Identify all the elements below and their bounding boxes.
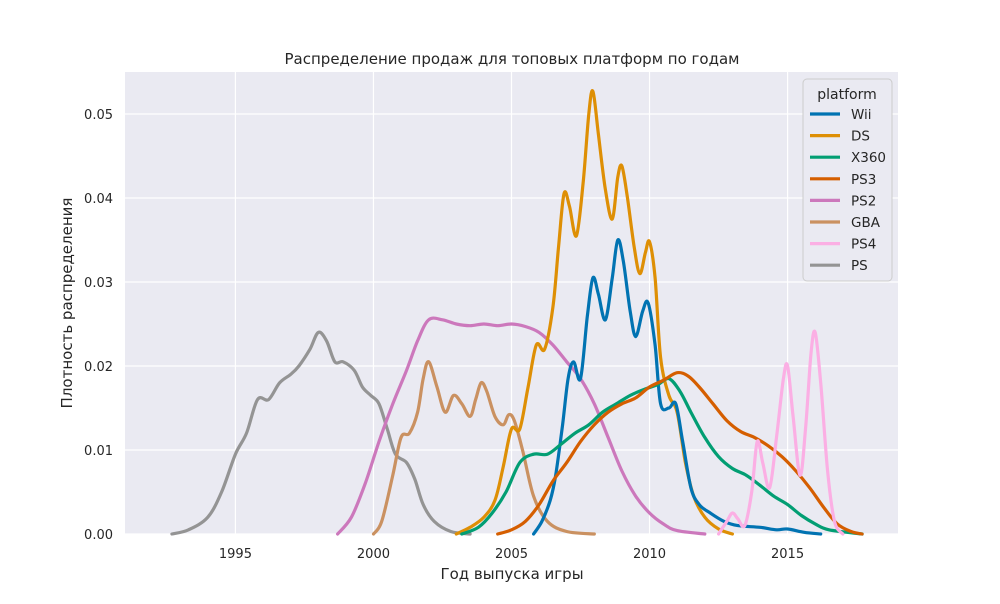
series-line-ps4	[717, 329, 845, 536]
y-tick-label: 0.02	[84, 360, 113, 375]
series-line-ps3	[496, 370, 864, 536]
legend-box	[802, 78, 893, 282]
series-line-wii	[532, 238, 823, 536]
x-tick-label: 2005	[495, 547, 528, 562]
x-tick-label: 2000	[357, 547, 390, 562]
series-line-ds	[454, 89, 734, 536]
y-axis-label: Плотность распределения	[58, 198, 76, 409]
y-tick-label: 0.01	[84, 444, 113, 459]
y-tick-label: 0.05	[84, 108, 113, 123]
series-line-gba	[371, 360, 596, 536]
legend: platform Wii DS X360 PS3 PS2 GBA PS4 PS	[802, 78, 893, 282]
legend-label-ps2: PS2	[851, 193, 876, 209]
legend-label-ps3: PS3	[851, 172, 876, 188]
legend-label-ps: PS	[851, 258, 868, 274]
x-axis-label: Год выпуска игры	[440, 565, 583, 583]
x-tick-label: 1995	[219, 547, 252, 562]
series-line-ps2	[336, 316, 707, 536]
legend-label-ds: DS	[851, 129, 870, 145]
legend-label-ps4: PS4	[851, 237, 876, 253]
series-lines	[170, 89, 864, 536]
legend-label-wii: Wii	[851, 107, 872, 123]
chart-title: Распределение продаж для топовых платфор…	[285, 50, 740, 68]
grid-lines	[125, 72, 898, 535]
x-tick-label: 2010	[633, 547, 666, 562]
series-line-ps	[170, 330, 472, 536]
y-tick-label: 0.04	[84, 192, 113, 207]
legend-label-x360: X360	[851, 150, 886, 166]
x-tick-label: 2015	[771, 547, 804, 562]
y-tick-label: 0.03	[84, 276, 113, 291]
legend-label-gba: GBA	[851, 215, 881, 231]
legend-title: platform	[817, 87, 877, 103]
axis-ticks: 1995 2000 2005 2010 2015 0.00 0.01 0.02 0.03 0.04…	[84, 108, 804, 562]
y-tick-label: 0.00	[84, 528, 113, 543]
